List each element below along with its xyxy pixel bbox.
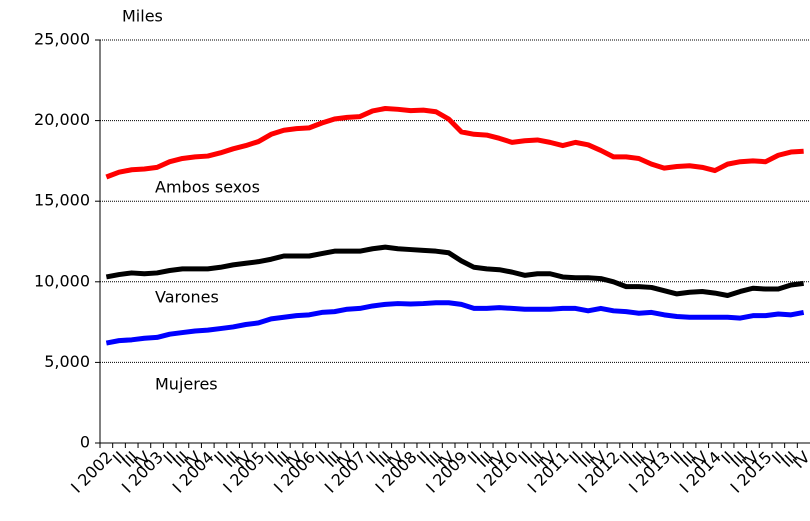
series-line: [105, 106, 804, 180]
y-tick-label: 20,000: [34, 110, 90, 129]
series-label: Ambos sexos: [155, 178, 260, 197]
series-label: Mujeres: [155, 375, 218, 394]
y-tick-label: 15,000: [34, 191, 90, 210]
series-label: Varones: [155, 288, 219, 307]
y-tick-label: 5,000: [44, 352, 90, 371]
y-tick-label: 10,000: [34, 271, 90, 290]
y-axis-unit: Miles: [122, 7, 163, 26]
y-tick-label: 0: [80, 433, 90, 452]
series-line: [105, 300, 805, 346]
y-tick-label: 25,000: [34, 30, 90, 49]
series-line: [105, 244, 804, 299]
